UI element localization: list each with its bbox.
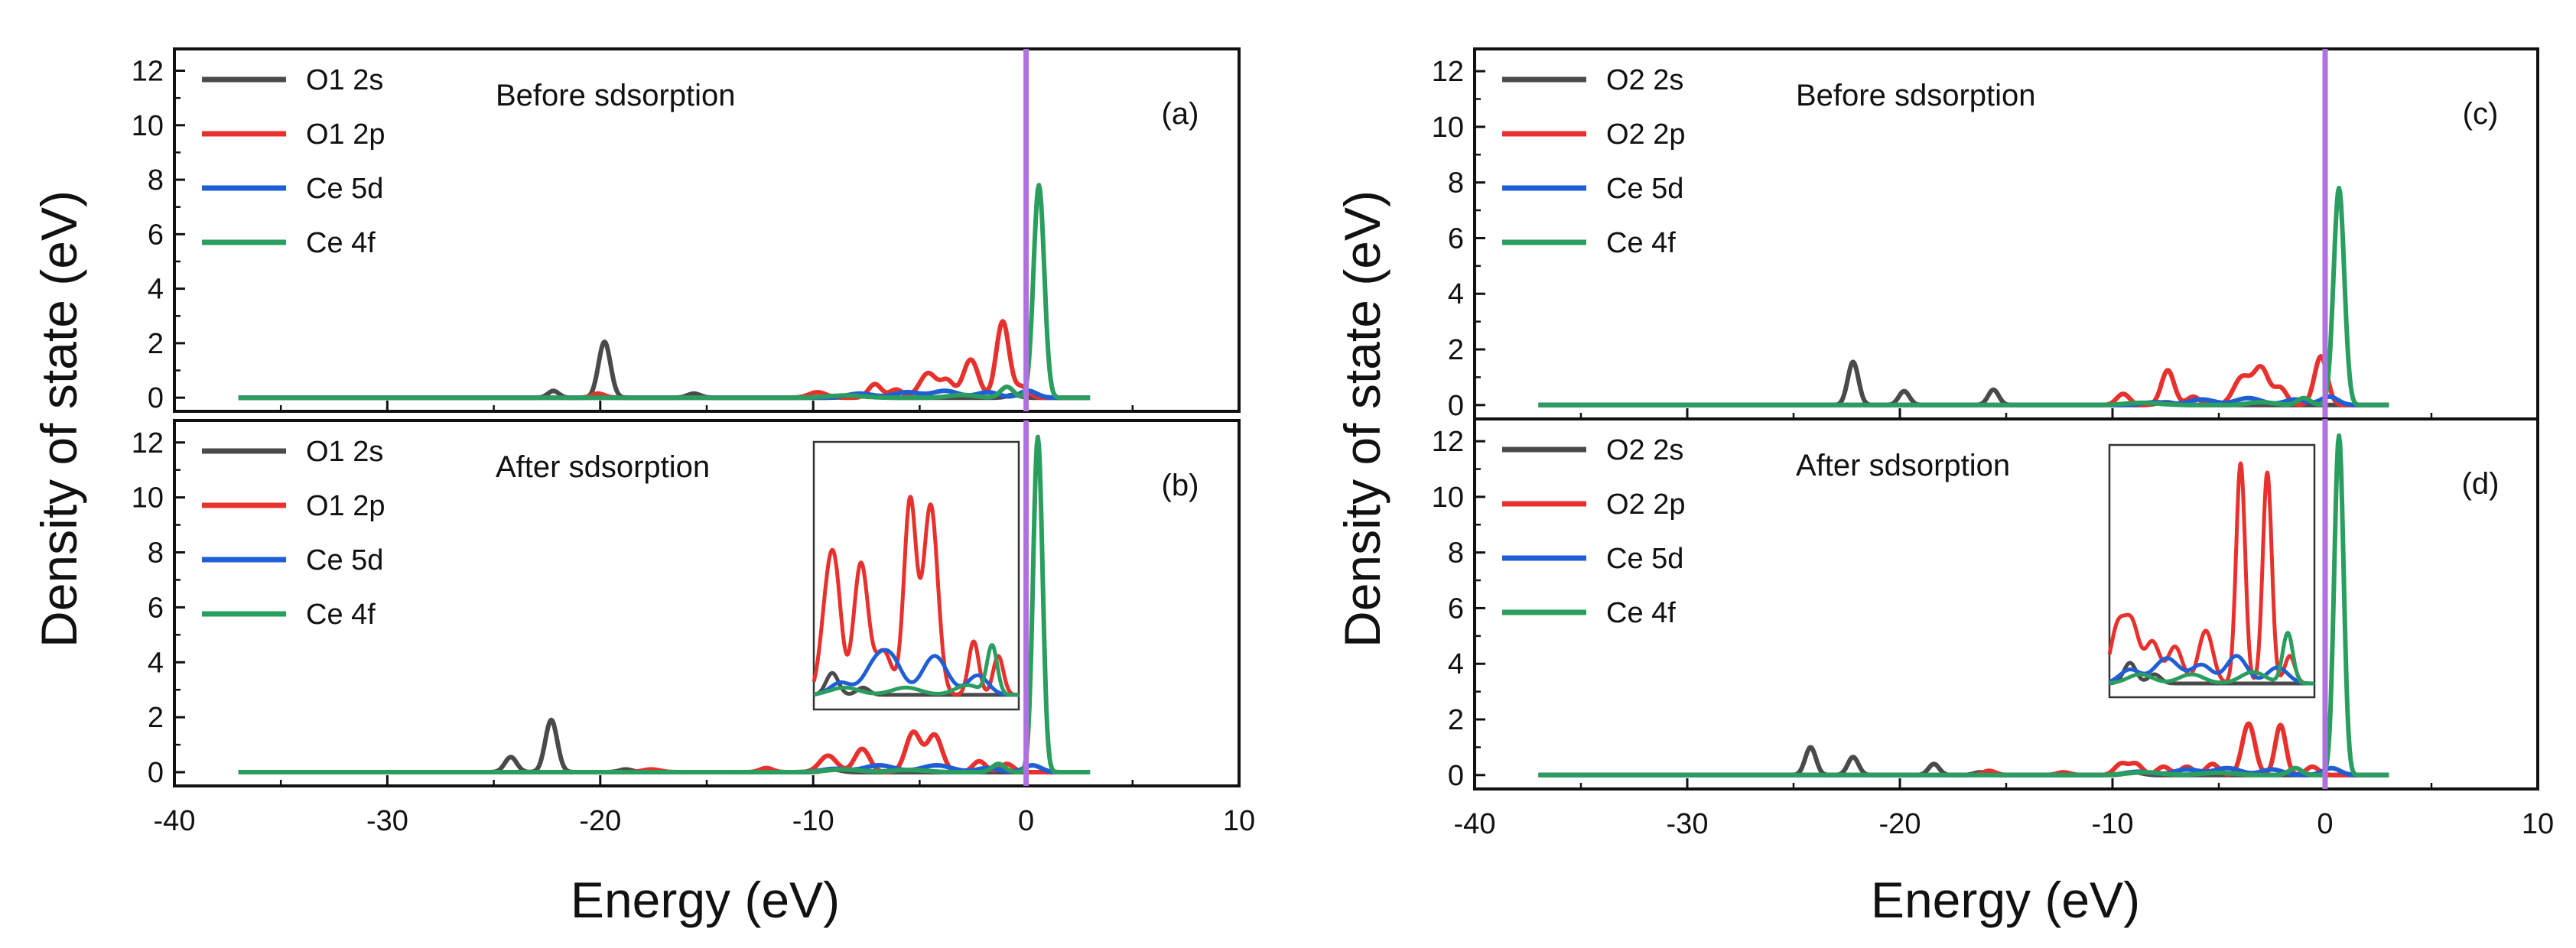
panel-c-title: Before sdsorption: [1796, 79, 2036, 112]
inset-series-line-o2-2s: [2108, 661, 2316, 686]
inset-series-line-o1-2s: [812, 670, 1020, 697]
series-line-ce-4f: [236, 183, 1091, 401]
y-tick-label: 6: [148, 592, 164, 624]
y-tick-label: 12: [132, 56, 164, 88]
panel-b: 0 2 4 6 8 10 12 O1 2s O1 2p Ce 5d Ce 4f After sdsor…: [132, 419, 1241, 789]
inset-frame: [2108, 443, 2316, 699]
inset-series-line-ce-4f: [2108, 631, 2316, 686]
panel-d: 0 2 4 6 8 10 12 O2 2s O2 2p Ce 5d Ce 4f After sdsor…: [1432, 417, 2539, 792]
legend-label: O2 2s: [1606, 64, 1683, 96]
y-tick-label: 0: [148, 382, 164, 414]
panel-c-label: (c): [2463, 97, 2499, 131]
series-line-ce-4f: [236, 434, 1091, 774]
x-tick-label: -20: [1879, 808, 1921, 840]
series-line-o1-2s: [236, 339, 1091, 401]
y-tick-label: 2: [148, 328, 164, 360]
y-tick-label: 10: [1432, 112, 1464, 144]
series-line-ce-4f: [1537, 186, 2390, 407]
y-tick-label: 6: [1448, 222, 1464, 255]
left-figure: Density of state (eV) Energy (eV): [31, 190, 840, 928]
x-tick-label: -30: [366, 805, 408, 837]
inset-frame: [812, 440, 1020, 711]
legend-label: Ce 5d: [1606, 543, 1683, 575]
panel-b-title: After sdsorption: [496, 450, 710, 484]
y-tick-label: 4: [148, 647, 164, 679]
x-tick-label: 0: [2317, 808, 2333, 840]
legend-label: Ce 5d: [1606, 173, 1683, 205]
legend-label: O1 2p: [306, 118, 385, 151]
y-tick-label: 6: [148, 219, 164, 251]
panel-d-title: After sdsorption: [1796, 449, 2010, 482]
panel-c: 0 2 4 6 8 10 12 O2 2s O2 2p Ce 5d Ce 4f Before sdso…: [1432, 47, 2539, 422]
x-tick-label: -20: [579, 805, 621, 837]
panel-a: 0 2 4 6 8 10 12 O1 2s O1 2p Ce 5d Ce 4f Before sdso…: [132, 47, 1241, 414]
y-tick-label: 12: [132, 427, 164, 459]
right-x-axis-label: Energy (eV): [1871, 872, 2140, 928]
y-tick-label: 4: [1448, 278, 1464, 310]
series-line-ce-4f: [1537, 433, 2390, 778]
y-tick-label: 12: [1432, 426, 1464, 458]
legend-label: O2 2p: [1606, 118, 1686, 151]
series-line-o2-2p: [1537, 354, 2390, 407]
panel-d-label: (d): [2462, 467, 2500, 501]
legend-label: Ce 4f: [306, 227, 376, 259]
panel-b-inset: [812, 440, 1020, 711]
y-tick-label: 4: [1448, 648, 1464, 680]
y-tick-label: 8: [1448, 537, 1464, 570]
x-tick-label: -30: [1667, 808, 1709, 840]
x-tick-label: -10: [792, 805, 834, 837]
right-y-axis-label: Density of state (eV): [1334, 190, 1390, 648]
panel-a-label: (a): [1162, 97, 1199, 131]
y-tick-label: 8: [1448, 167, 1464, 200]
legend-label: O1 2s: [306, 436, 383, 468]
inset-series-line-o2-2p: [2107, 461, 2316, 686]
inset-series-line-o1-2p: [812, 495, 1020, 697]
inset-series-line-ce-4f: [812, 643, 1020, 697]
y-tick-label: 4: [148, 274, 164, 306]
panel-d-inset: [2107, 443, 2316, 699]
x-tick-label: 10: [1223, 805, 1255, 837]
y-tick-label: 2: [1448, 704, 1464, 736]
x-tick-label: -40: [1454, 808, 1496, 840]
y-tick-label: 8: [148, 164, 164, 196]
y-tick-label: 0: [148, 757, 164, 789]
x-tick-label: 0: [1018, 805, 1034, 837]
legend-label: O1 2p: [306, 490, 385, 522]
legend-label: O2 2s: [1606, 434, 1683, 466]
left-x-axis-label: Energy (eV): [571, 872, 840, 928]
right-figure: Density of state (eV) Energy (eV): [1334, 190, 2140, 928]
y-tick-label: 10: [1432, 482, 1464, 514]
legend-label: Ce 4f: [1606, 227, 1676, 259]
y-tick-label: 6: [1448, 592, 1464, 625]
y-tick-label: 0: [1448, 760, 1464, 792]
y-tick-label: 10: [132, 110, 164, 142]
y-tick-label: 10: [132, 482, 164, 515]
x-tick-label: -10: [2092, 808, 2134, 840]
series-line-o1-2p: [236, 729, 1091, 774]
legend-label: Ce 4f: [306, 599, 376, 631]
series-line-o1-2p: [236, 319, 1091, 401]
legend-label: O2 2p: [1606, 489, 1686, 521]
x-tick-label: 10: [2522, 808, 2554, 840]
left-y-axis-label: Density of state (eV): [31, 190, 87, 648]
legend-label: Ce 5d: [306, 173, 383, 205]
legend-label: O1 2s: [306, 64, 383, 96]
y-tick-label: 2: [148, 702, 164, 734]
legend-label: Ce 4f: [1606, 597, 1676, 629]
series-line-o2-2p: [1537, 721, 2390, 778]
series-line-o1-2s: [236, 717, 1091, 774]
y-tick-label: 8: [148, 537, 164, 570]
legend-label: Ce 5d: [306, 544, 383, 576]
y-tick-label: 0: [1448, 390, 1464, 422]
panel-a-title: Before sdsorption: [496, 79, 736, 112]
panel-b-label: (b): [1162, 469, 1199, 502]
x-tick-label: -40: [154, 805, 196, 837]
y-tick-label: 12: [1432, 56, 1464, 88]
y-tick-label: 2: [1448, 334, 1464, 366]
